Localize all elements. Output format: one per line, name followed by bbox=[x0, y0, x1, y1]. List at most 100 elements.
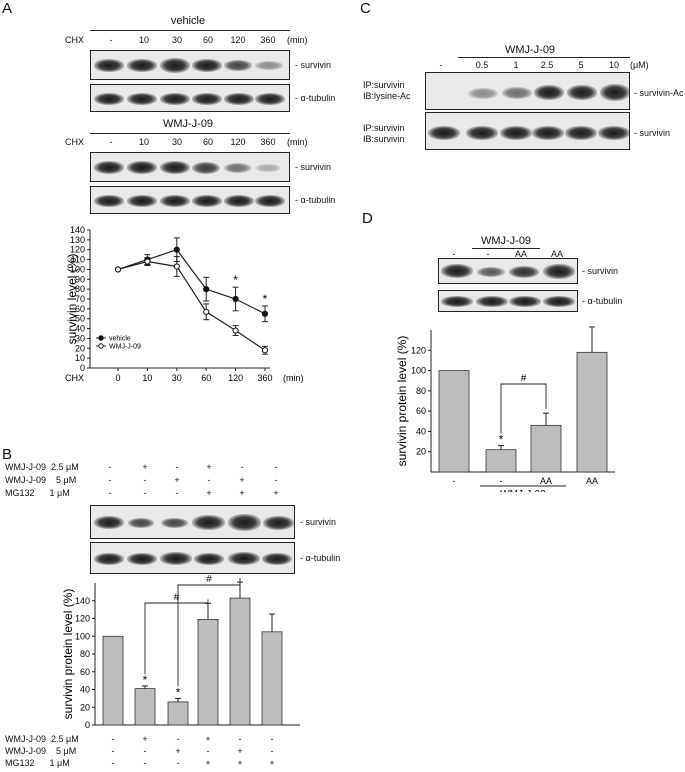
chx-label-wmj: CHX bbox=[65, 137, 85, 147]
treatment-mark: - bbox=[108, 462, 112, 472]
y-tick-label: 30 bbox=[75, 333, 85, 343]
treatment-mark: - bbox=[270, 746, 274, 756]
blot-vehicle-survivin bbox=[90, 50, 290, 80]
data-point bbox=[173, 246, 180, 253]
treatment-label: WMJ-J-09 5 μM bbox=[5, 746, 77, 756]
label-tubulin: - α-tubulin bbox=[295, 93, 336, 103]
lane-label: - bbox=[109, 137, 113, 147]
x-tick-label: - bbox=[453, 476, 456, 486]
data-point bbox=[144, 258, 151, 265]
treatment-label: MG132 1 μM bbox=[5, 488, 70, 498]
treatment-mark: - bbox=[207, 475, 211, 485]
y-axis-label: survivin protein level (%) bbox=[61, 589, 75, 720]
treatment-mark: - bbox=[111, 734, 115, 744]
treatment-mark: + bbox=[174, 475, 180, 485]
blot-d-survivin bbox=[438, 258, 578, 284]
treatment-label: MG132 1 μM bbox=[5, 758, 70, 768]
lane-label: 360 bbox=[260, 35, 276, 45]
treatment-mark: + bbox=[269, 758, 275, 768]
treatment-mark: + bbox=[273, 488, 279, 498]
y-tick-label: 80 bbox=[416, 386, 426, 396]
x-tick-label: 10 bbox=[142, 373, 152, 383]
y-tick-label: 20 bbox=[75, 343, 85, 353]
y-tick-label: 130 bbox=[70, 235, 85, 245]
label-survivin: - survivin bbox=[582, 266, 619, 276]
blot-vehicle-tubulin bbox=[90, 84, 290, 112]
treatment-mark: - bbox=[143, 746, 147, 756]
x-axis-label: CHX bbox=[65, 373, 84, 383]
treatment-mark: - bbox=[270, 734, 274, 744]
legend-marker bbox=[98, 335, 104, 341]
lane-label: 10 bbox=[608, 60, 620, 70]
bar bbox=[261, 631, 283, 726]
data-point bbox=[232, 327, 239, 334]
x-tick-label: AA bbox=[586, 476, 598, 486]
treatment-mark: + bbox=[239, 488, 245, 498]
significance-star: * bbox=[499, 433, 504, 447]
treatment-mark: - bbox=[176, 734, 180, 744]
x-tick-label: 120 bbox=[228, 373, 243, 383]
treatment-mark: + bbox=[206, 488, 212, 498]
treatment-mark: - bbox=[274, 462, 278, 472]
wmj-title-c: WMJ-J-09 bbox=[504, 44, 556, 56]
treatment-label: WMJ-J-09 2.5 μM bbox=[5, 734, 79, 744]
label-tubulin: - α-tubulin bbox=[582, 296, 623, 306]
blot-wmj-survivin bbox=[90, 152, 290, 182]
significance-bracket bbox=[177, 578, 241, 687]
c-lane-labels: - 0.5 1 2.5 5 10 bbox=[425, 60, 630, 72]
significance-star: * bbox=[263, 292, 268, 306]
bar bbox=[438, 370, 470, 473]
data-point bbox=[203, 308, 210, 315]
lane-label: 30 bbox=[171, 35, 183, 45]
y-tick-label: 60 bbox=[416, 406, 426, 416]
treatment-mark: - bbox=[175, 488, 179, 498]
y-tick-label: 60 bbox=[80, 667, 90, 677]
series-line-1 bbox=[117, 260, 266, 351]
treatment-mark: + bbox=[142, 462, 148, 472]
panel-letter-a: A bbox=[2, 0, 13, 17]
lane-label: 2.5 bbox=[540, 60, 554, 70]
lane-label: - bbox=[486, 249, 490, 259]
b-treatment-table-bottom: WMJ-J-09 2.5 μM - + - + - - WMJ-J-09 5 μM - - + - + -… bbox=[0, 734, 345, 772]
significance-bracket bbox=[500, 383, 547, 434]
panel-letter-d: D bbox=[362, 210, 373, 227]
label-survivin: - survivin bbox=[295, 162, 332, 172]
group-label: WMJ-J-09 bbox=[500, 489, 546, 492]
y-tick-label: 140 bbox=[70, 225, 85, 235]
significance-star: * bbox=[143, 673, 148, 687]
treatment-mark: - bbox=[240, 462, 244, 472]
y-tick-label: 80 bbox=[80, 649, 90, 659]
treatment-mark: - bbox=[206, 746, 210, 756]
x-tick-label: 30 bbox=[172, 373, 182, 383]
blot-survivin-c bbox=[425, 112, 630, 150]
vehicle-lane-labels: - 10 30 60 120 360 bbox=[90, 35, 290, 47]
label-tubulin: - α-tubulin bbox=[295, 195, 336, 205]
treatment-mark: + bbox=[142, 734, 148, 744]
chx-label-vehicle: CHX bbox=[65, 35, 85, 45]
lane-label: 60 bbox=[202, 137, 214, 147]
data-point bbox=[114, 266, 122, 273]
y-tick-label: 70 bbox=[75, 294, 85, 304]
treatment-mark: - bbox=[143, 475, 147, 485]
vehicle-title: vehicle bbox=[170, 15, 206, 27]
x-tick-label: - bbox=[500, 476, 503, 486]
treatment-label: WMJ-J-09 5 μM bbox=[5, 475, 77, 485]
data-point bbox=[232, 295, 239, 303]
treatment-mark: - bbox=[108, 475, 112, 485]
treatment-mark: + bbox=[237, 746, 243, 756]
lane-label: 1 bbox=[513, 60, 519, 70]
treatment-mark: + bbox=[206, 462, 212, 472]
treatment-label: WMJ-J-09 2.5 μM bbox=[5, 462, 79, 472]
data-point bbox=[261, 347, 269, 354]
treatment-mark: - bbox=[111, 758, 115, 768]
legend-label: vehicle bbox=[109, 336, 131, 343]
series-line-0 bbox=[117, 249, 266, 315]
significance-mark: # bbox=[521, 373, 527, 384]
y-tick-label: 40 bbox=[75, 324, 85, 334]
lane-label: - bbox=[439, 60, 443, 70]
lane-label: 60 bbox=[202, 35, 214, 45]
c-unit: (μM) bbox=[630, 60, 649, 70]
significance-star: * bbox=[176, 685, 181, 699]
y-tick-label: 20 bbox=[80, 702, 90, 712]
